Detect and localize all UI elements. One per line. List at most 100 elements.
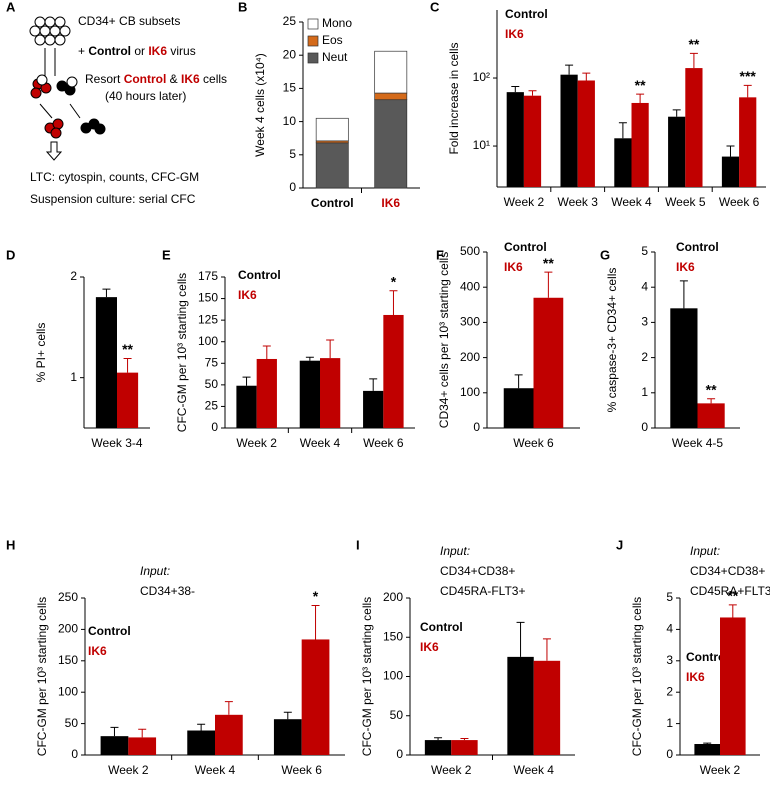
error-bar bbox=[262, 345, 271, 359]
bar-segment bbox=[374, 99, 408, 189]
bar bbox=[614, 138, 632, 187]
error-bar bbox=[528, 90, 537, 96]
panel-a-diagram bbox=[29, 16, 106, 161]
error-bar bbox=[242, 376, 251, 386]
x-tick-label: Week 2 bbox=[236, 436, 277, 450]
y-tick-label: 0 bbox=[473, 420, 480, 434]
y-tick-label: 3 bbox=[666, 653, 673, 667]
y-tick-label: 3 bbox=[641, 315, 648, 329]
y-tick-label: 100 bbox=[58, 684, 78, 698]
x-tick-label: Week 5 bbox=[665, 195, 706, 209]
y-tick-label: 4 bbox=[666, 622, 673, 636]
input-label: CD34+CD38+ bbox=[440, 564, 515, 578]
bar bbox=[273, 719, 302, 755]
diagram-text: + Control or IK6 virus bbox=[78, 44, 196, 58]
bar bbox=[215, 714, 243, 755]
diagram-text: (40 hours later) bbox=[105, 89, 186, 103]
bar bbox=[301, 639, 330, 755]
error-bar bbox=[679, 280, 688, 309]
diagram-text: Suspension culture: serial CFC bbox=[30, 192, 196, 206]
y-tick-label: 150 bbox=[198, 291, 218, 305]
legend-label: IK6 bbox=[420, 640, 439, 654]
y-tick-label: 15 bbox=[283, 81, 297, 95]
y-tick-label: 4 bbox=[641, 279, 648, 293]
diagram-text: Resort Control & IK6 cells bbox=[85, 72, 227, 86]
text: Resort bbox=[85, 72, 124, 86]
y-tick-label: 0 bbox=[289, 180, 296, 194]
panel-letter: E bbox=[162, 247, 171, 262]
legend-label: Control bbox=[505, 7, 548, 21]
input-label: Input: bbox=[690, 544, 720, 558]
y-tick-label: 100 bbox=[383, 669, 403, 683]
y-tick-label: 0 bbox=[666, 747, 673, 761]
y-tick-label: 1 bbox=[666, 716, 673, 730]
significance: ** bbox=[543, 255, 554, 271]
significance: ** bbox=[122, 341, 133, 357]
y-axis-label: CFC-GM per 10³ starting cells bbox=[360, 597, 374, 756]
bar bbox=[506, 92, 524, 187]
y-tick-label: 500 bbox=[460, 244, 480, 258]
bar bbox=[739, 97, 757, 187]
y-tick-label: 100 bbox=[460, 385, 480, 399]
y-tick-label: 2 bbox=[641, 350, 648, 364]
error-bar bbox=[636, 93, 645, 103]
error-bar bbox=[197, 723, 206, 731]
panel-letter: A bbox=[6, 0, 16, 14]
y-axis-label: % caspase-3+ CD34+ cells bbox=[605, 268, 619, 413]
legend-swatch bbox=[307, 18, 319, 30]
bar bbox=[128, 737, 157, 755]
x-tick-label: Week 2 bbox=[431, 763, 472, 777]
text: & bbox=[166, 72, 181, 86]
x-tick-label: Week 4 bbox=[514, 763, 555, 777]
panel-letter: I bbox=[356, 537, 360, 552]
bar bbox=[100, 736, 129, 755]
x-tick-label: Week 3-4 bbox=[91, 436, 142, 450]
bar-segment bbox=[315, 142, 349, 189]
bar bbox=[383, 314, 404, 428]
legend-label: IK6 bbox=[505, 27, 524, 41]
bar bbox=[523, 95, 542, 187]
error-bar bbox=[582, 72, 591, 81]
x-tick-label: Week 6 bbox=[719, 195, 760, 209]
panel-letter: F bbox=[436, 247, 444, 262]
y-tick-label: 5 bbox=[641, 244, 648, 258]
bar bbox=[533, 660, 561, 755]
significance: ** bbox=[688, 36, 699, 52]
bar bbox=[685, 68, 703, 187]
y-tick-label: 50 bbox=[390, 708, 404, 722]
text: IK6 bbox=[181, 72, 200, 86]
bar bbox=[256, 358, 277, 428]
bar bbox=[668, 116, 686, 187]
bar bbox=[694, 744, 720, 755]
y-tick-label: 2 bbox=[70, 269, 77, 283]
y-axis-label: CD34+ cells per 10³ starting cells bbox=[437, 252, 451, 428]
legend-label: IK6 bbox=[238, 288, 257, 302]
x-tick-label: Control bbox=[311, 196, 354, 210]
y-tick-label: 5 bbox=[666, 590, 673, 604]
y-tick-label: 0 bbox=[71, 747, 78, 761]
error-bar bbox=[565, 64, 574, 75]
y-tick-label: 5 bbox=[289, 147, 296, 161]
y-tick-label: 10 bbox=[283, 114, 297, 128]
y-tick-label: 1 bbox=[641, 385, 648, 399]
error-bar bbox=[311, 605, 320, 640]
diagram-text: LTC: cytospin, counts, CFC-GM bbox=[30, 170, 199, 184]
error-bar bbox=[703, 742, 712, 745]
y-tick-label: 0 bbox=[396, 747, 403, 761]
error-bar bbox=[542, 638, 551, 661]
text: Control bbox=[88, 44, 131, 58]
bar-segment bbox=[315, 117, 349, 142]
y-tick-label: 400 bbox=[460, 279, 480, 293]
legend-label: IK6 bbox=[676, 260, 695, 274]
y-tick-label: 50 bbox=[65, 716, 79, 730]
legend-label: Control bbox=[676, 240, 719, 254]
error-bar bbox=[369, 378, 378, 391]
input-label: CD34+38- bbox=[140, 584, 195, 598]
text: or bbox=[131, 44, 148, 58]
significance: * bbox=[391, 274, 397, 290]
significance: ** bbox=[727, 588, 738, 604]
significance: *** bbox=[740, 68, 757, 84]
panel-letter: D bbox=[6, 247, 15, 262]
bar bbox=[236, 385, 257, 428]
error-bar bbox=[460, 738, 469, 741]
